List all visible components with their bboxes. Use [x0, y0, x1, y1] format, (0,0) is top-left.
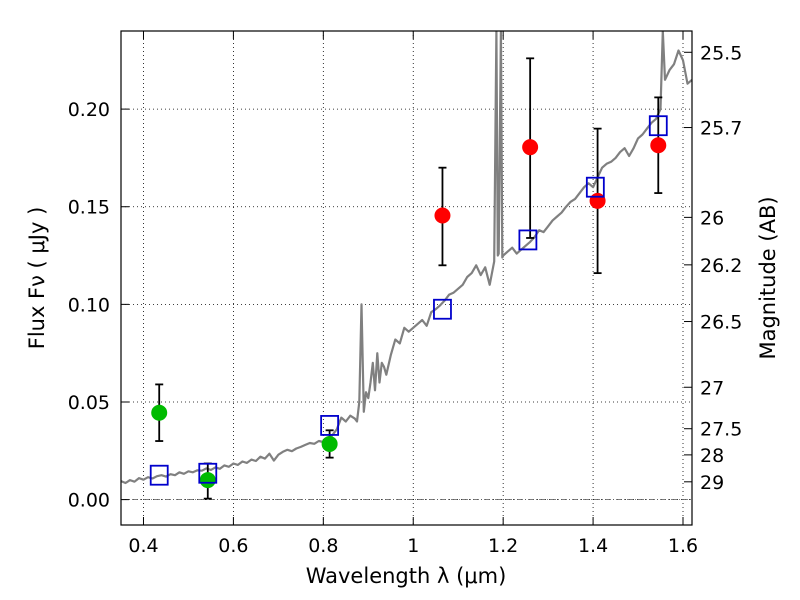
model-photometry-square — [518, 229, 538, 251]
x-tick-label: 1.4 — [578, 535, 608, 557]
y-tick-label: 0.20 — [68, 99, 110, 121]
x-tick-label: 0.4 — [128, 535, 158, 557]
nir-flux-point — [434, 207, 451, 224]
grid — [121, 31, 692, 525]
mag-tick-label: 26.2 — [700, 255, 742, 277]
y-axis-label: Flux Fν ( μJy ) — [25, 207, 49, 350]
mag-tick-label: 27.5 — [700, 419, 742, 441]
x-tick-label: 1.6 — [668, 535, 698, 557]
nir-flux-point — [589, 192, 606, 209]
mag-tick-label: 29 — [700, 472, 724, 494]
model-photometry-square — [198, 462, 218, 484]
plot-frame — [120, 30, 693, 526]
x-tick-label: 1.2 — [488, 535, 518, 557]
axis-ticks: 0.4 0.6 0.8 1 1.2 1.4 1.6 0.00 0.05 0.10 0.15 0.20 2… — [68, 31, 742, 557]
optical-flux-point — [151, 404, 168, 421]
y-tick-label: 0.00 — [68, 490, 110, 512]
nir-flux-point — [522, 139, 539, 156]
model-spectrum-line — [121, 31, 692, 485]
x-axis-label: Wavelength λ (μm) — [306, 564, 507, 588]
model-photometry-square — [585, 176, 605, 198]
mag-tick-label: 26.5 — [700, 312, 742, 334]
model-spectrum — [121, 31, 692, 485]
data-markers — [149, 57, 668, 500]
y-tick-label: 0.10 — [68, 294, 110, 316]
x-tick-label: 0.8 — [308, 535, 338, 557]
y-tick-label: 0.15 — [68, 197, 110, 219]
nir-flux-point — [650, 137, 667, 154]
mag-tick-label: 25.7 — [700, 118, 742, 140]
mag-tick-label: 25.5 — [700, 42, 742, 64]
mag-tick-label: 28 — [700, 445, 724, 467]
mag-tick-label: 26 — [700, 207, 724, 229]
y-tick-label: 0.05 — [68, 392, 110, 414]
x-tick-label: 0.6 — [218, 535, 248, 557]
y2-axis-label: Magnitude (AB) — [756, 196, 780, 359]
optical-flux-point — [321, 435, 338, 452]
model-photometry-square — [433, 298, 452, 320]
model-photometry-square — [648, 115, 668, 137]
model-photometry-square — [149, 464, 169, 486]
x-tick-label: 1 — [407, 535, 419, 557]
mag-tick-label: 27 — [700, 377, 724, 399]
model-photometry-square — [320, 415, 340, 436]
optical-flux-point — [199, 472, 216, 489]
